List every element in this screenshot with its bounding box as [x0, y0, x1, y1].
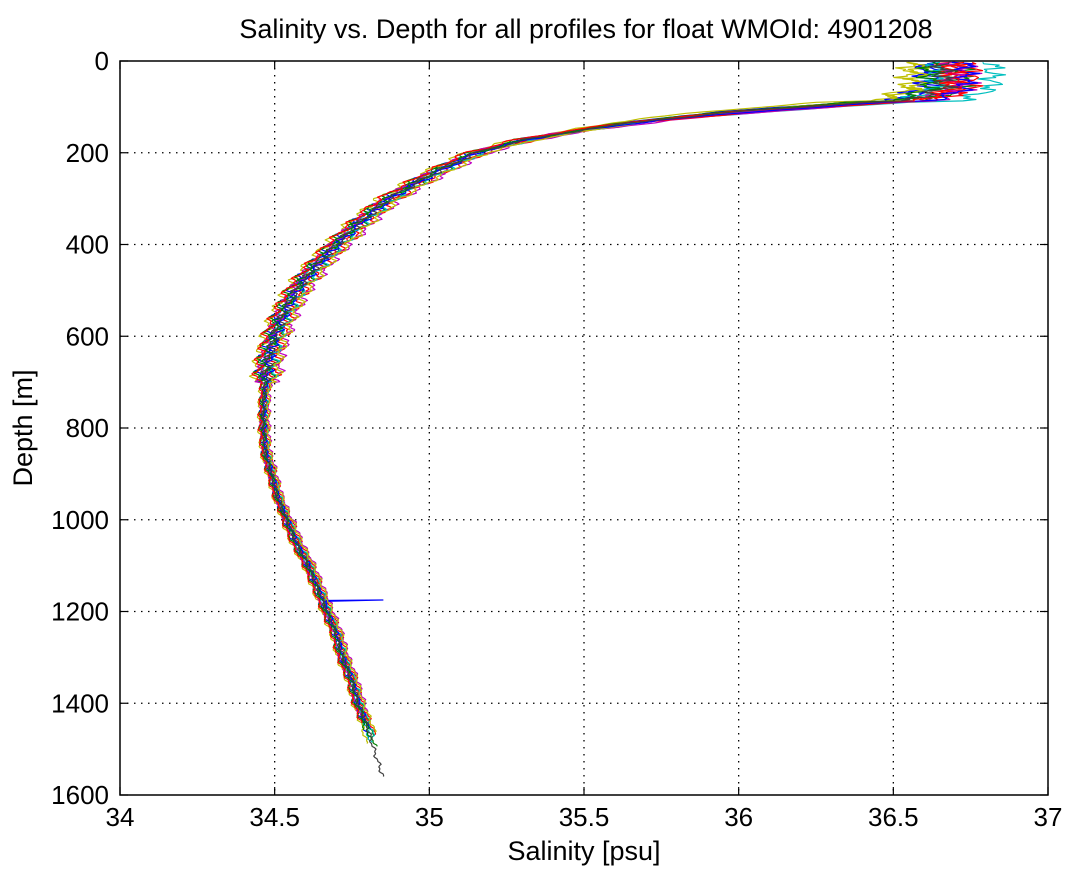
y-tick-label: 1000: [51, 505, 109, 535]
axis-ticks: [119, 60, 1049, 796]
profile-line: [265, 61, 931, 734]
profile-line: [251, 61, 967, 724]
x-tick-labels: 34 34.5 35 35.5 36 36.5 37: [106, 802, 1063, 832]
x-tick-label: 34.5: [249, 802, 300, 832]
y-axis-label: Depth [m]: [8, 369, 38, 486]
y-tick-label: 600: [66, 321, 109, 351]
profile-line: [261, 61, 981, 729]
y-tick-label: 1200: [51, 597, 109, 627]
x-axis-label: Salinity [psu]: [507, 836, 660, 866]
profile-lines: [248, 61, 1007, 777]
y-tick-label: 800: [66, 413, 109, 443]
chart-title: Salinity vs. Depth for all profiles for …: [239, 14, 932, 44]
x-tick-label: 35: [415, 802, 444, 832]
x-tick-label: 36.5: [868, 802, 919, 832]
y-tick-label: 200: [66, 138, 109, 168]
x-tick-label: 35.5: [559, 802, 610, 832]
y-tick-labels: 0 200 400 600 800 1000 1200 1400 1600: [51, 46, 109, 810]
x-tick-label: 37: [1034, 802, 1063, 832]
x-tick-label: 36: [724, 802, 753, 832]
y-tick-label: 0: [95, 46, 109, 76]
y-tick-label: 400: [66, 230, 109, 260]
y-tick-label: 1400: [51, 688, 109, 718]
x-tick-label: 34: [106, 802, 135, 832]
y-tick-label: 1600: [51, 780, 109, 810]
profile-line: [260, 62, 959, 777]
